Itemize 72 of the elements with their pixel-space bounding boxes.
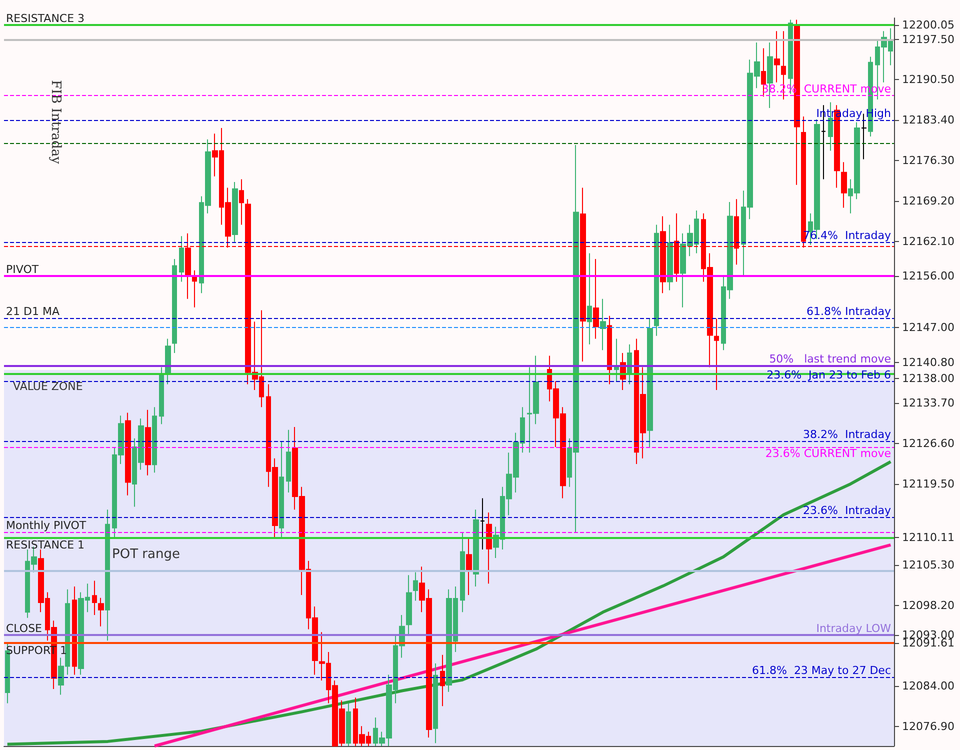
candlestick [714, 318, 719, 390]
y-tick-label: 12183.40 [902, 113, 954, 126]
y-tick-label: 12084.00 [902, 680, 954, 693]
ref-line-label: 38.2% Intraday [803, 428, 892, 442]
candlestick [587, 252, 592, 345]
annotation: Monthly PIVOT [6, 518, 86, 532]
candlestick [486, 512, 492, 584]
candlestick [172, 258, 177, 354]
ref-line-label: 61.8% 23 May to 27 Dec [752, 664, 891, 678]
y-tick-label: 12197.50 [902, 33, 954, 46]
ref-line-label: 61.8% Intraday [806, 305, 892, 318]
candlestick [440, 654, 445, 707]
annotation: RESISTANCE 1 [6, 538, 85, 552]
ref-line-label: Intraday LOW [816, 622, 892, 635]
annotation: 21 D1 MA [6, 305, 60, 318]
ref-line-label: 23.6% CURRENT move [765, 446, 892, 460]
candlestick [192, 270, 197, 308]
y-tick-label: 12156.00 [902, 270, 954, 283]
candlestick [346, 702, 351, 746]
candlestick [159, 366, 164, 425]
y-tick-label: 12200.05 [902, 18, 954, 32]
candlestick [841, 162, 847, 208]
candlestick [460, 532, 465, 613]
y-tick-label: 12126.60 [902, 437, 954, 450]
candlestick [774, 30, 780, 83]
y-tick-label: 12190.50 [902, 73, 954, 86]
candlestick [165, 338, 171, 385]
candlestick [145, 409, 151, 476]
y-tick-label: 12110.11 [902, 530, 954, 544]
annotation: RESISTANCE 3 [6, 12, 85, 26]
ref-line-label: 50% last trend move [769, 352, 892, 366]
candlestick [861, 113, 867, 160]
candlestick [667, 224, 673, 291]
candlestick [593, 258, 599, 340]
candlestick [286, 429, 291, 494]
annotation: CLOSE [6, 622, 42, 635]
candlestick [433, 662, 438, 744]
candlestick [473, 509, 479, 587]
candlestick [98, 597, 104, 627]
y-tick-label: 12105.30 [902, 558, 954, 572]
candlestick [179, 236, 184, 282]
annotation: FIB Intraday [48, 80, 63, 165]
y-tick-label: 12176.30 [902, 154, 954, 167]
candlestick [92, 580, 97, 616]
candlestick [105, 509, 110, 642]
candlestick [466, 538, 472, 596]
y-tick-label: 12147.00 [902, 320, 954, 334]
candlestick [279, 440, 284, 539]
candlestick [406, 574, 412, 636]
y-tick-label: 12133.70 [902, 396, 954, 410]
candlestick [654, 224, 659, 336]
y-tick-label: 12140.80 [902, 356, 954, 370]
candlestick [152, 406, 157, 474]
candlestick [239, 178, 244, 226]
candlestick [125, 412, 131, 496]
candlestick [72, 586, 77, 676]
y-tick-label: 12169.20 [902, 194, 954, 208]
candlestick [600, 298, 606, 351]
candlestick [232, 182, 238, 242]
ref-line-label: 23.6% Intraday [803, 504, 892, 518]
y-tick-label: 12119.50 [902, 477, 954, 490]
annotation: PIVOT [6, 263, 39, 276]
candlestick [607, 315, 612, 385]
candlestick [413, 572, 418, 602]
candlestick [480, 498, 485, 550]
y-tick-label: 12138.00 [902, 372, 954, 386]
candlestick [647, 318, 653, 448]
annotation: POT range [112, 547, 180, 562]
y-tick-label: 12162.10 [902, 234, 954, 248]
band-label: VALUE ZONE [13, 380, 83, 394]
y-tick-label: 12076.90 [902, 720, 954, 734]
y-tick-label: 12098.20 [902, 598, 954, 612]
